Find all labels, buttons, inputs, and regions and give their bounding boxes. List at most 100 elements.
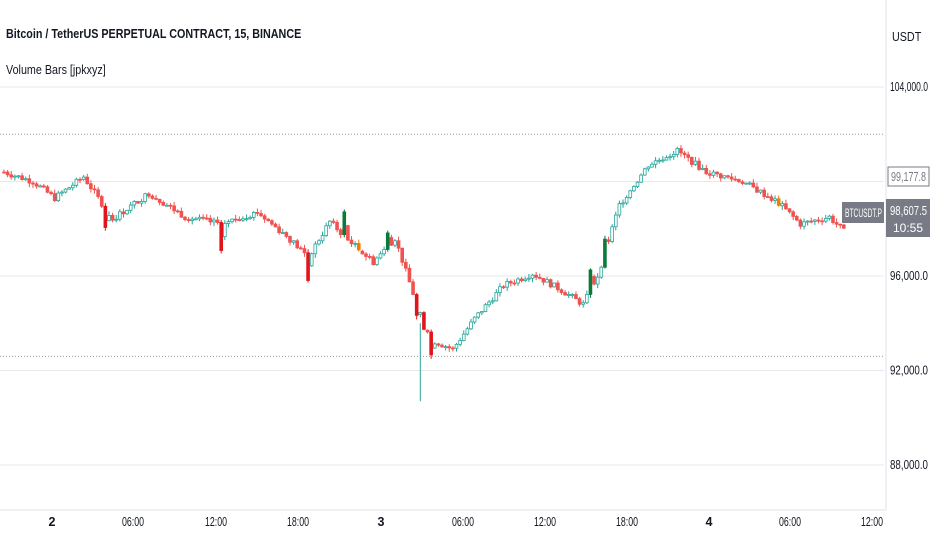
candle-body[interactable]	[563, 292, 567, 296]
candle-body[interactable]	[143, 193, 147, 202]
candle-body[interactable]	[769, 196, 774, 201]
candle-body[interactable]	[690, 156, 694, 165]
candle-body[interactable]	[118, 211, 122, 220]
candle-body[interactable]	[139, 201, 144, 204]
candle-body[interactable]	[13, 175, 17, 178]
candle-body[interactable]	[244, 218, 249, 221]
candle-body[interactable]	[755, 186, 759, 193]
candle-body[interactable]	[472, 316, 477, 323]
candle-body[interactable]	[396, 240, 401, 249]
candle-body[interactable]	[646, 166, 651, 170]
candle-body[interactable]	[480, 311, 484, 314]
candle-body[interactable]	[49, 191, 53, 195]
candle-body[interactable]	[668, 156, 672, 159]
candle-body[interactable]	[621, 202, 625, 205]
candle-body[interactable]	[353, 243, 357, 245]
candle-body[interactable]	[197, 216, 202, 220]
candle-body[interactable]	[476, 312, 481, 318]
indicator-legend[interactable]: Volume Bars [jpkxyz]	[6, 63, 106, 77]
candle-body[interactable]	[664, 157, 669, 161]
candle-body[interactable]	[588, 269, 593, 295]
candle-body[interactable]	[827, 215, 832, 219]
candle-body[interactable]	[422, 312, 426, 330]
candle-body[interactable]	[747, 182, 752, 185]
candle-body[interactable]	[5, 171, 10, 176]
candle-body[interactable]	[722, 175, 727, 179]
candle-body[interactable]	[809, 220, 814, 223]
currency-label[interactable]: USDT	[892, 30, 922, 44]
candle-body[interactable]	[787, 208, 792, 213]
candle-body[interactable]	[411, 281, 415, 295]
candle-body[interactable]	[356, 243, 361, 251]
candle-body[interactable]	[632, 186, 636, 192]
candle-body[interactable]	[270, 220, 274, 225]
candle-body[interactable]	[816, 219, 821, 222]
candle-body[interactable]	[114, 218, 119, 221]
candle-body[interactable]	[92, 188, 97, 191]
candle-body[interactable]	[603, 238, 607, 268]
candle-body[interactable]	[537, 276, 542, 279]
candle-body[interactable]	[465, 328, 470, 335]
candle-body[interactable]	[451, 347, 455, 350]
candle-body[interactable]	[56, 192, 61, 202]
candle-body[interactable]	[556, 282, 560, 291]
candle-body[interactable]	[697, 160, 701, 170]
candle-body[interactable]	[324, 225, 328, 236]
candle-body[interactable]	[494, 292, 499, 302]
candle-body[interactable]	[740, 181, 745, 184]
candle-body[interactable]	[682, 152, 687, 156]
candle-body[interactable]	[382, 249, 386, 255]
candle-body[interactable]	[440, 344, 444, 348]
candle-body[interactable]	[338, 229, 343, 236]
candle-body[interactable]	[577, 298, 582, 305]
candle-body[interactable]	[299, 247, 303, 250]
candle-body[interactable]	[519, 278, 524, 281]
candle-body[interactable]	[16, 175, 21, 178]
candle-body[interactable]	[559, 289, 564, 293]
candle-body[interactable]	[404, 261, 408, 269]
candle-body[interactable]	[349, 239, 354, 245]
candle-body[interactable]	[255, 212, 260, 214]
candle-body[interactable]	[414, 294, 419, 316]
candle-body[interactable]	[508, 281, 513, 284]
candle-body[interactable]	[516, 278, 520, 284]
candle-body[interactable]	[617, 203, 622, 216]
candle-body[interactable]	[237, 219, 242, 221]
candle-body[interactable]	[342, 211, 347, 236]
candle-body[interactable]	[776, 198, 781, 206]
candle-body[interactable]	[733, 178, 738, 181]
candle-body[interactable]	[671, 154, 676, 158]
candle-body[interactable]	[581, 302, 585, 305]
candle-body[interactable]	[60, 191, 64, 194]
candle-body[interactable]	[230, 218, 234, 223]
candle-body[interactable]	[642, 168, 647, 176]
candle-body[interactable]	[675, 148, 680, 155]
candle-body[interactable]	[766, 196, 770, 199]
candle-body[interactable]	[251, 212, 256, 218]
candle-body[interactable]	[704, 167, 709, 175]
candle-body[interactable]	[165, 204, 169, 207]
candle-body[interactable]	[530, 274, 535, 279]
candle-body[interactable]	[96, 189, 100, 197]
candle-body[interactable]	[125, 209, 129, 215]
candle-body[interactable]	[758, 189, 763, 193]
candle-body[interactable]	[284, 232, 289, 237]
candle-body[interactable]	[751, 182, 756, 188]
candle-body[interactable]	[831, 215, 835, 223]
candle-body[interactable]	[186, 219, 191, 221]
candle-body[interactable]	[802, 221, 806, 227]
candle-body[interactable]	[418, 312, 423, 315]
candle-body[interactable]	[592, 276, 596, 285]
candle-body[interactable]	[226, 221, 231, 224]
candle-body[interactable]	[331, 220, 336, 223]
candle-body[interactable]	[194, 218, 198, 221]
candle-body[interactable]	[208, 217, 213, 223]
candle-body[interactable]	[27, 178, 32, 184]
candle-body[interactable]	[624, 197, 629, 204]
candle-body[interactable]	[447, 346, 452, 349]
candle-body[interactable]	[541, 278, 546, 283]
candle-body[interactable]	[436, 343, 441, 346]
candle-body[interactable]	[183, 216, 187, 220]
candle-body[interactable]	[364, 253, 368, 257]
